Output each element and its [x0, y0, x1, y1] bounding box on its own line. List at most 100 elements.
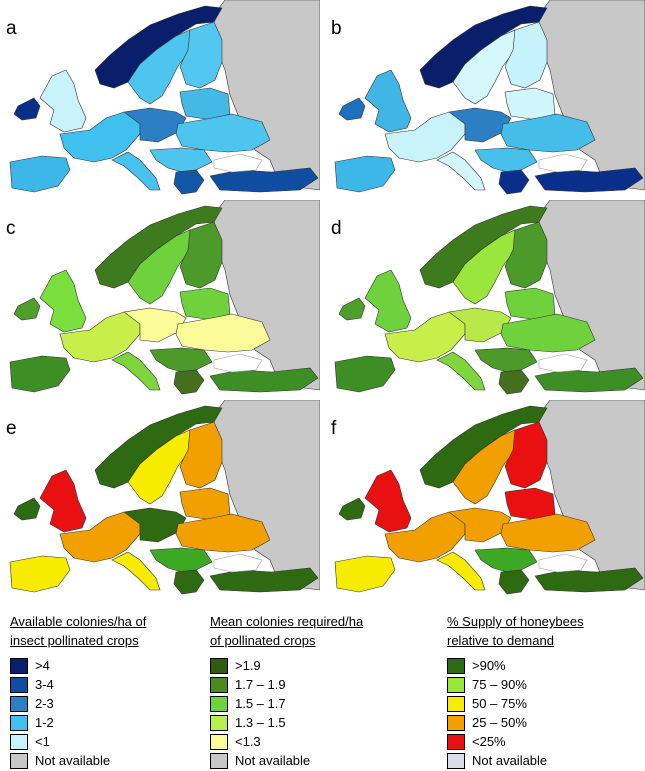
legend-label: 1-2: [35, 715, 54, 730]
region-finland: [179, 421, 223, 489]
legend-swatch: [210, 676, 228, 693]
legend-colonies-available: Available colonies/ha of insect pollinat…: [10, 612, 210, 770]
map-panel-b: b: [325, 0, 645, 195]
region-uk: [39, 269, 87, 333]
region-uk: [364, 469, 412, 533]
region-west: [59, 511, 141, 563]
region-east: [500, 513, 596, 553]
legend-item: 1-2: [10, 713, 210, 732]
region-ireland: [338, 97, 366, 121]
legend-item: >90%: [447, 656, 642, 675]
region-ireland: [338, 497, 366, 521]
map-d: [325, 200, 645, 395]
region-black-sea: [538, 553, 588, 573]
legend-swatch: [210, 752, 228, 769]
region-norway: [94, 405, 223, 489]
legend-label: 2-3: [35, 696, 54, 711]
legend-swatch: [210, 657, 228, 674]
region-east: [500, 313, 596, 353]
map-panel-c: c: [0, 200, 320, 395]
map-c: [0, 200, 320, 395]
legend-title-line2: of pollinated crops: [210, 633, 316, 648]
region-norway: [419, 405, 548, 489]
region-sweden: [127, 29, 191, 105]
legend-swatch: [447, 714, 465, 731]
region-italy: [436, 151, 486, 191]
region-greece: [173, 369, 205, 395]
legend-swatch: [210, 695, 228, 712]
region-greece: [173, 569, 205, 595]
region-iberia: [9, 155, 71, 193]
legend-label: Not available: [235, 753, 311, 768]
legend-item: 3-4: [10, 675, 210, 694]
legend-items: >4 3-4 2-3 1-2 <1 Not available: [10, 656, 210, 770]
legend-item: Not available: [447, 751, 642, 770]
region-greece: [173, 169, 205, 195]
legend-label: <1: [35, 734, 50, 749]
legend-swatch: [210, 714, 228, 731]
region-east: [175, 113, 271, 153]
legend-item: 1.7 – 1.9: [210, 675, 440, 694]
region-black-sea: [213, 153, 263, 173]
region-ireland: [13, 297, 41, 321]
panel-letter-f: f: [331, 418, 337, 439]
region-ireland: [338, 297, 366, 321]
region-italy: [111, 151, 161, 191]
region-iberia: [9, 555, 71, 593]
region-sweden: [452, 429, 516, 505]
region-finland: [179, 221, 223, 289]
map-a: [0, 0, 320, 195]
legend-label: 50 – 75%: [472, 696, 527, 711]
map-panel-d: d: [325, 200, 645, 395]
region-greece: [498, 569, 530, 595]
region-norway: [419, 205, 548, 289]
region-norway: [94, 5, 223, 89]
map-panel-e: e: [0, 400, 320, 595]
legend-label: Not available: [35, 753, 111, 768]
region-iberia: [334, 155, 396, 193]
legend-item: >1.9: [210, 656, 440, 675]
region-finland: [504, 21, 548, 89]
legend-colonies-required: Mean colonies required/ha of pollinated …: [210, 612, 440, 770]
legend-label: <1.3: [235, 734, 261, 749]
legend-item: Not available: [210, 751, 440, 770]
legend-swatch: [210, 733, 228, 750]
legend-label: 1.5 – 1.7: [235, 696, 286, 711]
legend-swatch: [10, 752, 28, 769]
legend-item: <1.3: [210, 732, 440, 751]
legend-label: 25 – 50%: [472, 715, 527, 730]
legend-swatch: [447, 752, 465, 769]
region-iberia: [334, 555, 396, 593]
legend-item: 1.3 – 1.5: [210, 713, 440, 732]
region-italy: [111, 551, 161, 591]
legend-items: >1.9 1.7 – 1.9 1.5 – 1.7 1.3 – 1.5 <1.3 Not a…: [210, 656, 440, 770]
panel-letter-b: b: [331, 18, 342, 39]
region-uk: [364, 69, 412, 133]
legend-item: <1: [10, 732, 210, 751]
legend-swatch: [10, 676, 28, 693]
region-west: [384, 111, 466, 163]
region-greece: [498, 369, 530, 395]
region-sweden: [452, 29, 516, 105]
region-west: [59, 111, 141, 163]
region-greece: [498, 169, 530, 195]
region-sweden: [127, 429, 191, 505]
legend-items: >90% 75 – 90% 50 – 75% 25 – 50% <25% Not avai…: [447, 656, 642, 770]
region-finland: [504, 221, 548, 289]
region-iberia: [334, 355, 396, 393]
region-italy: [436, 351, 486, 391]
map-f: [325, 400, 645, 595]
region-sweden: [452, 229, 516, 305]
region-east: [500, 113, 596, 153]
legend-swatch: [10, 695, 28, 712]
map-panel-a: a: [0, 0, 320, 195]
legend-item: Not available: [10, 751, 210, 770]
region-baltics: [504, 487, 556, 521]
legend-item: >4: [10, 656, 210, 675]
panel-letter-e: e: [6, 418, 17, 439]
legend-label: Not available: [472, 753, 548, 768]
legend-item: 1.5 – 1.7: [210, 694, 440, 713]
region-iberia: [9, 355, 71, 393]
region-black-sea: [213, 553, 263, 573]
legend-label: >1.9: [235, 658, 261, 673]
